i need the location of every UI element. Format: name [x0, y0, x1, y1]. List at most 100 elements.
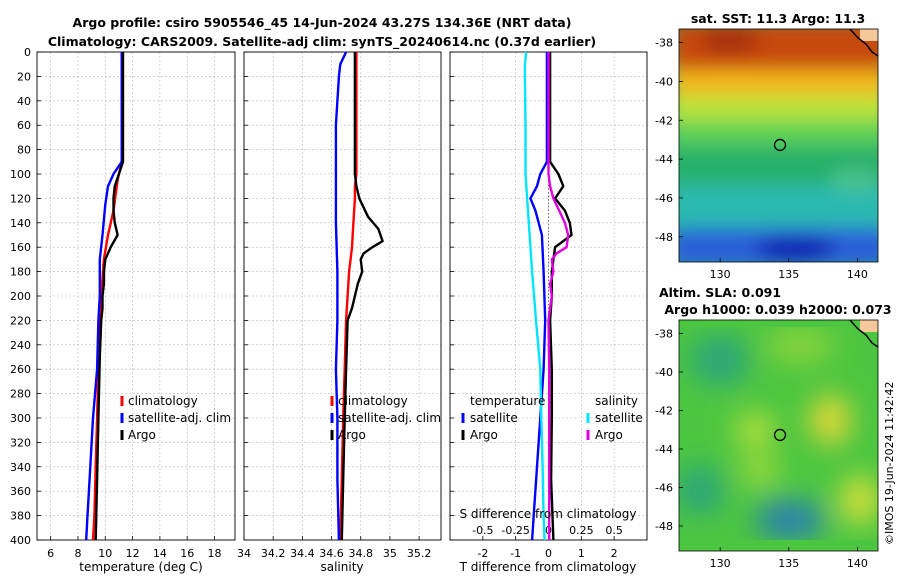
top-x-tick-label: -0.5	[472, 524, 493, 537]
y-tick-label: 380	[10, 510, 31, 523]
x-tick-label: 1	[578, 547, 585, 560]
map-y-tick-label: -46	[655, 481, 673, 494]
series-line-satellite-adj-clim	[334, 51, 348, 541]
y-tick-label: 240	[10, 339, 31, 352]
x-tick-label: 6	[47, 547, 54, 560]
map-y-tick-label: -48	[655, 231, 673, 244]
temperature-panel: 0 20 40 60 80 100 120 140 160 180 200 220 240 260 280 3…	[10, 46, 236, 560]
series-line-salinity-argo	[547, 52, 570, 540]
diff-legend-temp-argo: Argo	[470, 428, 498, 442]
map-x-tick-label: 130	[710, 557, 731, 570]
x-tick-label: 14	[153, 547, 167, 560]
grid	[450, 51, 647, 541]
top-x-tick-label: 0.25	[569, 524, 594, 537]
x-tick-label: 34.6	[319, 547, 344, 560]
y-tick-label: 180	[10, 266, 31, 279]
sla-map-title-1: Altim. SLA: 0.091	[659, 285, 781, 300]
salinity-xlabel: salinity	[320, 560, 363, 574]
x-tick-label: 34.2	[261, 547, 286, 560]
sal-legend-climatology: climatology	[338, 394, 408, 408]
map-y-tick-label: -40	[655, 366, 673, 379]
argo-position-marker	[773, 428, 787, 442]
x-tick-label: 0	[545, 547, 552, 560]
y-tick-label: 340	[10, 461, 31, 474]
series-line-argo	[94, 52, 125, 541]
temp-legend-argo: Argo	[128, 428, 156, 442]
sal-legend-satellite: satellite-adj. clim	[338, 411, 441, 425]
y-tick-label: 260	[10, 363, 31, 376]
sst-map-frame	[678, 28, 879, 263]
map-x-tick-label: 135	[778, 268, 799, 281]
map-y-tick-label: -44	[655, 443, 673, 456]
imos-watermark: ©IMOS 19-Jun-2024 11:42:42	[883, 381, 896, 545]
y-tick-label: 0	[24, 46, 31, 59]
y-tick-label: 400	[10, 534, 31, 547]
top-x-tick-label: -0.25	[501, 524, 529, 537]
map-axes: 130 135 140 -38 -40 -42 -44 -46 -48 130 135 140 -38 -…	[655, 37, 868, 570]
diff-xlabel: T difference from climatology	[459, 560, 637, 574]
diff-legend-sal-satellite: satellite	[595, 411, 643, 425]
x-tick-label: -2	[477, 547, 488, 560]
y-tick-label: 100	[10, 168, 31, 181]
sst-map-title: sat. SST: 11.3 Argo: 11.3	[691, 11, 865, 26]
sla-map-title-2: Argo h1000: 0.039 h2000: 0.073	[664, 302, 891, 317]
y-tick-label: 200	[10, 290, 31, 303]
x-tick-label: 10	[98, 547, 112, 560]
map-y-tick-label: -38	[655, 327, 673, 340]
sla-heatmap	[679, 320, 878, 551]
x-tick-label: 34.4	[290, 547, 315, 560]
x-tick-label: 35	[383, 547, 397, 560]
x-tick-label: 8	[74, 547, 81, 560]
diff-legend-sal-argo: Argo	[595, 428, 623, 442]
y-tick-label: 60	[17, 119, 31, 132]
title-line-2: Climatology: CARS2009. Satellite-adj cli…	[48, 34, 596, 50]
series-line-satellite-adj-clim	[85, 52, 123, 541]
sal-legend-argo: Argo	[338, 428, 366, 442]
map-y-tick-label: -48	[655, 520, 673, 533]
map-y-tick-label: -46	[655, 192, 673, 205]
map-x-tick-label: 135	[778, 557, 799, 570]
axes-frame	[36, 51, 236, 541]
temp-legend-climatology: climatology	[128, 394, 198, 408]
map-y-tick-label: -44	[655, 153, 673, 166]
y-tick-label: 40	[17, 95, 31, 108]
diff-legend-temp-title: temperature	[470, 394, 545, 408]
x-tick-label: 12	[126, 547, 140, 560]
y-tick-label: 280	[10, 388, 31, 401]
y-tick-label: 80	[17, 144, 31, 157]
difference-panel: -2 -1 0 1 2-0.5 -0.25 0 0.25 0.5	[449, 51, 648, 560]
sst-heatmap	[679, 29, 878, 262]
series-line-temperature-argo	[548, 52, 573, 541]
y-tick-label: 320	[10, 436, 31, 449]
y-tick-label: 120	[10, 192, 31, 205]
series-line-temperature-satellite	[529, 52, 549, 541]
x-tick-label: 34	[237, 547, 251, 560]
y-tick-label: 300	[10, 412, 31, 425]
map-x-tick-label: 140	[847, 268, 868, 281]
map-x-tick-label: 130	[710, 268, 731, 281]
x-tick-label: 34.8	[348, 547, 373, 560]
title-line-1: Argo profile: csiro 5905546_45 14-Jun-20…	[73, 15, 572, 31]
top-x-tick-label: 0.5	[605, 524, 623, 537]
y-tick-label: 160	[10, 241, 31, 254]
y-tick-label: 20	[17, 70, 31, 83]
y-tick-label: 140	[10, 217, 31, 230]
series-line-salinity-satellite	[523, 51, 546, 541]
diff-legend-sal-title: salinity	[595, 394, 638, 408]
temperature-xlabel: temperature (deg C)	[79, 560, 202, 574]
argo-position-marker	[773, 138, 787, 152]
grid	[37, 51, 235, 541]
sla-map-frame	[678, 319, 879, 552]
salinity-panel: 34 34.2 34.4 34.6 34.8 35 35.2	[237, 51, 442, 560]
x-tick-label: 2	[611, 547, 618, 560]
y-tick-label: 220	[10, 314, 31, 327]
y-tick-label: 360	[10, 485, 31, 498]
x-tick-label: 16	[180, 547, 194, 560]
map-y-tick-label: -42	[655, 404, 673, 417]
map-x-tick-label: 140	[847, 557, 868, 570]
map-y-tick-label: -38	[655, 37, 673, 50]
map-y-tick-label: -42	[655, 114, 673, 127]
series-line-argo	[340, 52, 384, 541]
x-tick-label: 18	[208, 547, 222, 560]
